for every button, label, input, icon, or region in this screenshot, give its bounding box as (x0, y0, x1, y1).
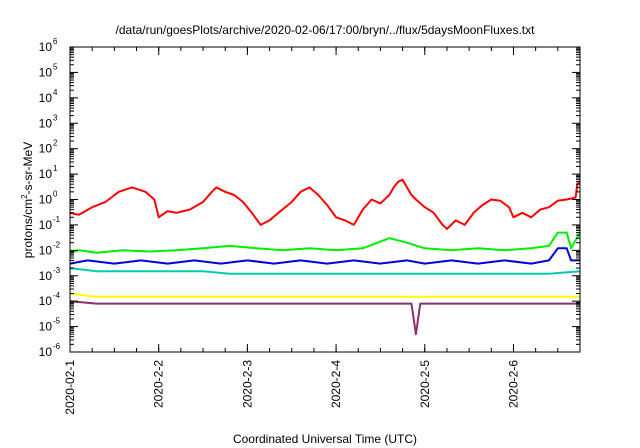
series-line-4 (69, 267, 581, 275)
y-tick-base: 10 (39, 269, 53, 283)
x-tick-label: 2020-2-3 (240, 360, 254, 408)
chart-title: /data/run/goesPlots/archive/2020-02-06/1… (116, 23, 536, 37)
series-line-5 (69, 292, 580, 298)
series-line-3 (69, 247, 580, 265)
y-tick-exponent: -5 (53, 317, 61, 326)
y-tick-exponent: 6 (53, 37, 58, 46)
y-tick-exponent: 1 (53, 164, 58, 173)
series-line-2 (69, 231, 581, 254)
y-tick-base: 10 (39, 243, 53, 257)
y-tick-base: 10 (39, 91, 53, 105)
y-axis-label-sup: 2 (20, 194, 29, 199)
y-tick-label: 10 (39, 294, 53, 308)
y-tick-base: 10 (39, 142, 53, 156)
y-tick-base: 10 (39, 167, 53, 181)
y-tick-base: 10 (39, 193, 53, 207)
axis-layer: 10 -610 -510 -410 -310 -210 -110 010 110 210 310 41… (39, 37, 581, 415)
y-tick-exponent: 5 (53, 62, 58, 71)
x-tick-label: 2020-2-6 (506, 360, 520, 408)
x-axis-label: Coordinated Universal Time (UTC) (233, 432, 417, 446)
x-tick-label: 2020-02-1 (63, 360, 77, 415)
y-tick-exponent: -1 (53, 215, 61, 224)
series-line-1 (69, 178, 581, 230)
y-tick-exponent: -6 (53, 342, 61, 351)
y-tick-base: 10 (39, 65, 53, 79)
y-tick-label: 10 (39, 65, 53, 79)
y-tick-exponent: 3 (53, 113, 58, 122)
y-tick-base: 10 (39, 294, 53, 308)
y-tick-exponent: 0 (53, 190, 58, 199)
y-tick-label: 10 (39, 142, 53, 156)
y-tick-exponent: -4 (53, 291, 61, 300)
y-tick-exponent: -3 (53, 266, 61, 275)
y-tick-exponent: 4 (53, 88, 58, 97)
y-tick-exponent: -2 (53, 240, 61, 249)
x-tick-label: 2020-2-5 (418, 360, 432, 408)
y-tick-base: 10 (39, 116, 53, 130)
y-tick-label: 10 (39, 116, 53, 130)
series-layer (69, 178, 581, 336)
plot-frame (69, 46, 581, 353)
y-tick-exponent: 2 (53, 139, 58, 148)
y-tick-base: 10 (39, 320, 53, 334)
y-axis-label: protons/cm2-s-sr-MeV (20, 142, 35, 258)
y-tick-base: 10 (39, 40, 53, 54)
y-tick-label: 10 (39, 91, 53, 105)
y-tick-label: 10 (39, 218, 53, 232)
y-tick-label: 10 (39, 269, 53, 283)
y-axis-label-suffix: -s-sr-MeV (21, 142, 35, 195)
y-tick-label: 10 (39, 167, 53, 181)
y-tick-label: 10 (39, 243, 53, 257)
x-tick-label: 2020-2-2 (152, 360, 166, 408)
y-tick-base: 10 (39, 345, 53, 359)
x-tick-label: 2020-2-4 (329, 360, 343, 408)
series-line-6 (69, 300, 580, 336)
y-tick-label: 10 (39, 40, 53, 54)
y-tick-label: 10 (39, 320, 53, 334)
y-tick-label: 10 (39, 345, 53, 359)
y-axis-label-prefix: protons/cm (21, 199, 35, 258)
y-tick-base: 10 (39, 218, 53, 232)
y-tick-label: 10 (39, 193, 53, 207)
